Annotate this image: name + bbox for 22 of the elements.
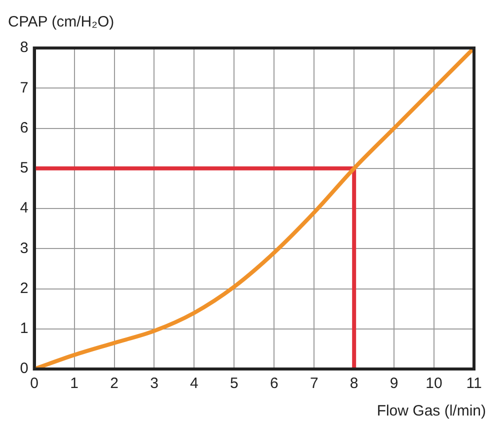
x-axis-title: Flow Gas (l/min) (376, 402, 486, 420)
y-tick-label: 3 (20, 240, 28, 257)
x-tick-label: 7 (310, 375, 318, 392)
y-tick-label: 6 (20, 119, 28, 136)
x-tick-label: 4 (190, 375, 198, 392)
y-tick-label: 4 (20, 200, 28, 217)
x-tick-label: 8 (350, 375, 358, 392)
y-tick-label: 0 (20, 360, 28, 378)
y-tick-label: 8 (20, 39, 28, 56)
y-tick-label: 7 (20, 79, 28, 96)
x-tick-label: 11 (466, 375, 482, 392)
x-tick-label: 1 (70, 375, 78, 392)
x-tick-label: 3 (150, 375, 158, 392)
y-axis-title: CPAP (cm/H₂O) (8, 14, 114, 31)
y-tick-label: 2 (20, 280, 28, 297)
x-tick-label: 5 (230, 375, 238, 392)
y-tick-label: 1 (20, 320, 28, 338)
x-tick-label: 6 (270, 375, 278, 392)
x-tick-label: 2 (110, 375, 118, 392)
y-tick-label: 5 (20, 160, 28, 177)
x-tick-label: 10 (426, 375, 442, 392)
x-tick-label: 9 (390, 375, 398, 392)
